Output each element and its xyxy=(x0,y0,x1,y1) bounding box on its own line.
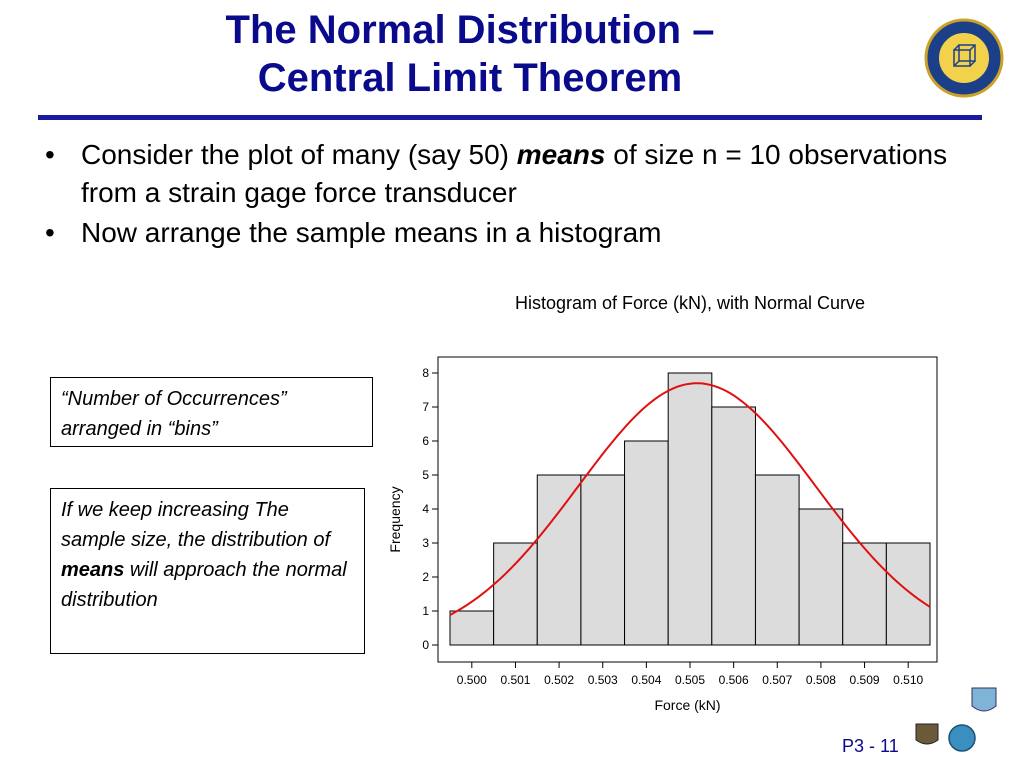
y-tick-label: 8 xyxy=(422,366,429,380)
histogram-bar xyxy=(624,440,669,646)
y-tick-label: 4 xyxy=(422,502,429,516)
x-tick-label: 0.504 xyxy=(631,673,661,687)
callout-text: If we keep increasing The sample size, t… xyxy=(61,499,331,551)
chart-title: Histogram of Force (kN), with Normal Cur… xyxy=(514,293,866,313)
histogram-bar xyxy=(842,542,887,646)
bullet-item: • Now arrange the sample means in a hist… xyxy=(45,214,1005,252)
institution-seal-icon xyxy=(924,18,1004,98)
x-tick-label: 0.506 xyxy=(719,673,749,687)
page-number: P3 - 11 xyxy=(842,736,899,756)
x-tick-label: 0.508 xyxy=(806,673,836,687)
histogram-bar xyxy=(711,406,756,646)
histogram-bar xyxy=(754,474,800,646)
histogram-bar xyxy=(493,542,538,646)
x-tick-label: 0.510 xyxy=(893,673,923,687)
callout-line: arranged in “bins” xyxy=(61,418,218,440)
histogram-bar xyxy=(449,610,495,646)
title-line-1: The Normal Distribution – xyxy=(225,8,715,52)
x-tick-label: 0.505 xyxy=(675,673,705,687)
x-axis-label: Force (kN) xyxy=(654,697,720,713)
x-tick-label: 0.507 xyxy=(762,673,792,687)
bullet-list: • Consider the plot of many (say 50) mea… xyxy=(45,136,1005,254)
x-tick-label: 0.500 xyxy=(457,673,487,687)
histogram-bar xyxy=(580,474,626,646)
y-axis-label: Frequency xyxy=(387,486,403,552)
x-tick-label: 0.502 xyxy=(544,673,574,687)
y-tick-label: 6 xyxy=(422,434,429,448)
callout-text: will approach the normal distribution xyxy=(61,559,347,611)
y-tick-label: 0 xyxy=(422,638,429,652)
y-tick-label: 2 xyxy=(422,570,429,584)
y-tick-label: 3 xyxy=(422,536,429,550)
histogram-bar xyxy=(667,372,713,646)
bins-callout: “Number of Occurrences” arranged in “bin… xyxy=(50,377,373,447)
bullet-marker: • xyxy=(45,139,55,170)
histogram-bar xyxy=(536,474,582,646)
callout-emphasis: means xyxy=(61,559,125,581)
bullet-item: • Consider the plot of many (say 50) mea… xyxy=(45,136,1005,212)
slide-title: The Normal Distribution – Central Limit … xyxy=(0,6,940,102)
bullet-text: Consider the plot of many (say 50) xyxy=(81,139,517,170)
unit-badges-icon xyxy=(915,687,997,752)
x-tick-label: 0.509 xyxy=(850,673,880,687)
x-tick-label: 0.503 xyxy=(588,673,618,687)
y-tick-label: 5 xyxy=(422,468,429,482)
title-divider xyxy=(38,115,982,120)
histogram-bar xyxy=(885,542,931,646)
y-tick-label: 1 xyxy=(422,604,429,618)
histogram-bar xyxy=(798,508,844,646)
sample-size-callout: If we keep increasing The sample size, t… xyxy=(50,488,365,654)
title-line-2: Central Limit Theorem xyxy=(257,56,683,100)
callout-line: “Number of Occurrences” xyxy=(61,388,287,410)
bullet-marker: • xyxy=(45,217,55,248)
histogram-chart: 0 1 2 3 4 5 6 7 8 0.500 0.501 0.502 0.503 0.504 0.505 0… xyxy=(387,356,938,713)
bullet-emphasis: means xyxy=(516,139,606,170)
y-tick-label: 7 xyxy=(422,400,429,414)
normal-curve-line xyxy=(449,382,931,616)
bullet-text: of size n = 10 observations from a strai… xyxy=(81,139,948,208)
bullet-text: Now arrange the sample means in a histog… xyxy=(81,217,662,248)
x-tick-label: 0.501 xyxy=(500,673,530,687)
